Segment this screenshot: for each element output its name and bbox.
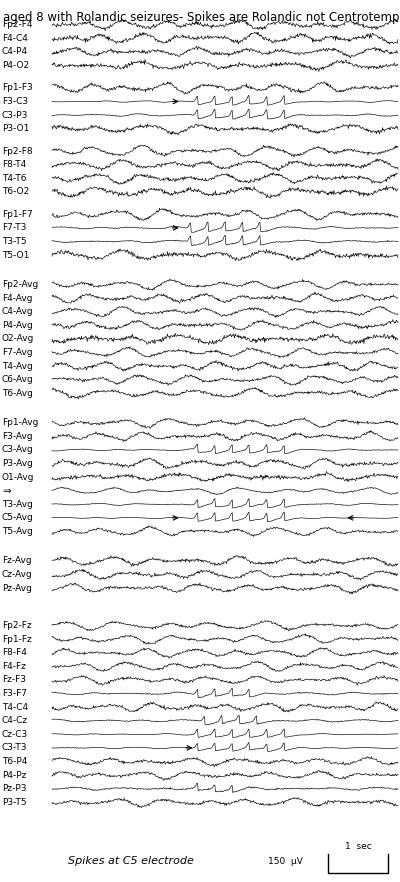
Text: Fp2-Avg: Fp2-Avg	[2, 280, 38, 289]
Text: Fp1-F7: Fp1-F7	[2, 210, 33, 219]
Text: F3-Avg: F3-Avg	[2, 432, 33, 441]
Text: P4-Pz: P4-Pz	[2, 771, 26, 780]
Text: F7-Avg: F7-Avg	[2, 348, 33, 357]
Text: C5-Avg: C5-Avg	[2, 513, 34, 522]
Text: Fp2-F4: Fp2-F4	[2, 20, 32, 29]
Text: F4-C4: F4-C4	[2, 34, 28, 43]
Text: P3-T5: P3-T5	[2, 797, 27, 807]
Text: Fp1-Avg: Fp1-Avg	[2, 418, 38, 427]
Text: Fp1-Fz: Fp1-Fz	[2, 635, 32, 644]
Text: T3-Avg: T3-Avg	[2, 500, 33, 509]
Text: C3-P3: C3-P3	[2, 110, 28, 120]
Text: F3-C3: F3-C3	[2, 97, 28, 106]
Text: C3-T3: C3-T3	[2, 744, 28, 752]
Text: F7-T3: F7-T3	[2, 223, 26, 232]
Text: P3-Avg: P3-Avg	[2, 459, 33, 468]
Text: Pz-Avg: Pz-Avg	[2, 584, 32, 593]
Text: T6-Avg: T6-Avg	[2, 389, 33, 398]
Text: C6-Avg: C6-Avg	[2, 375, 34, 385]
Text: P3-O1: P3-O1	[2, 124, 29, 133]
Text: Fz-F3: Fz-F3	[2, 676, 26, 684]
Text: ⇒: ⇒	[2, 486, 11, 496]
Text: O2-Avg: O2-Avg	[2, 334, 34, 343]
Text: T5-Avg: T5-Avg	[2, 527, 33, 536]
Text: T6-P4: T6-P4	[2, 757, 27, 766]
Text: Cz-Avg: Cz-Avg	[2, 570, 33, 579]
Text: T3-T5: T3-T5	[2, 237, 27, 246]
Text: 150  μV: 150 μV	[268, 857, 303, 866]
Text: Spikes at C5 electrode: Spikes at C5 electrode	[68, 856, 194, 866]
Text: F8-F4: F8-F4	[2, 648, 27, 657]
Text: T5-O1: T5-O1	[2, 250, 29, 259]
Text: F8-T4: F8-T4	[2, 161, 26, 169]
Text: Boy aged 8 with Rolandic seizures- Spikes are Rolandic not Centrotemporal: Boy aged 8 with Rolandic seizures- Spike…	[0, 11, 400, 24]
Text: T4-Avg: T4-Avg	[2, 362, 33, 370]
Text: F3-F7: F3-F7	[2, 689, 27, 698]
Text: Fz-Avg: Fz-Avg	[2, 557, 32, 565]
Text: Cz-C3: Cz-C3	[2, 729, 28, 739]
Text: F4-Fz: F4-Fz	[2, 662, 26, 671]
Text: Fp1-F3: Fp1-F3	[2, 84, 33, 93]
Text: P4-O2: P4-O2	[2, 61, 29, 70]
Text: T4-C4: T4-C4	[2, 703, 28, 712]
Text: O1-Avg: O1-Avg	[2, 473, 34, 482]
Text: Pz-P3: Pz-P3	[2, 784, 26, 793]
Text: T4-T6: T4-T6	[2, 174, 26, 183]
Text: F4-Avg: F4-Avg	[2, 294, 32, 303]
Text: C4-P4: C4-P4	[2, 48, 28, 56]
Text: Fp2-Fz: Fp2-Fz	[2, 621, 32, 630]
Text: Fp2-F8: Fp2-F8	[2, 146, 33, 155]
Text: T6-O2: T6-O2	[2, 187, 29, 197]
Text: C4-Cz: C4-Cz	[2, 716, 28, 725]
Text: P4-Avg: P4-Avg	[2, 321, 33, 330]
Text: 1  sec: 1 sec	[345, 842, 371, 851]
Text: C4-Avg: C4-Avg	[2, 307, 34, 317]
Text: C3-Avg: C3-Avg	[2, 445, 34, 454]
